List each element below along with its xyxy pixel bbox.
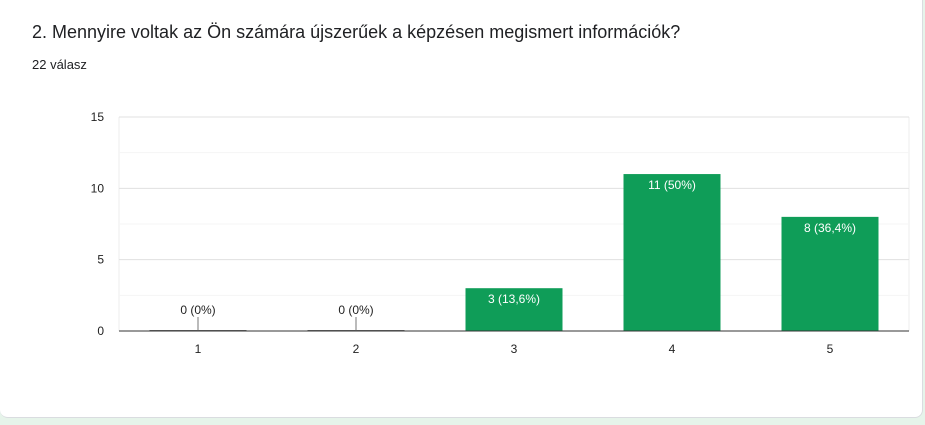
y-tick-label: 10 [91,181,105,195]
x-tick-label: 3 [511,342,518,356]
x-tick-label: 2 [353,342,360,356]
data-label: 11 (50%) [648,178,696,192]
y-tick-label: 15 [91,110,105,124]
bar [465,288,563,331]
response-count: 22 válasz [32,57,87,72]
bar [623,174,721,331]
y-tick-label: 0 [97,324,104,338]
bar [781,216,879,331]
data-label: 0 (0%) [180,303,215,317]
x-tick-label: 5 [827,342,834,356]
data-label: 8 (36,4%) [804,221,856,235]
data-label: 3 (13,6%) [488,292,540,306]
question-title: 2. Mennyire voltak az Ön számára újszerű… [32,22,681,42]
x-tick-label: 1 [195,342,202,356]
data-label: 0 (0%) [338,303,373,317]
x-tick-label: 4 [669,342,676,356]
y-tick-label: 5 [97,253,104,267]
